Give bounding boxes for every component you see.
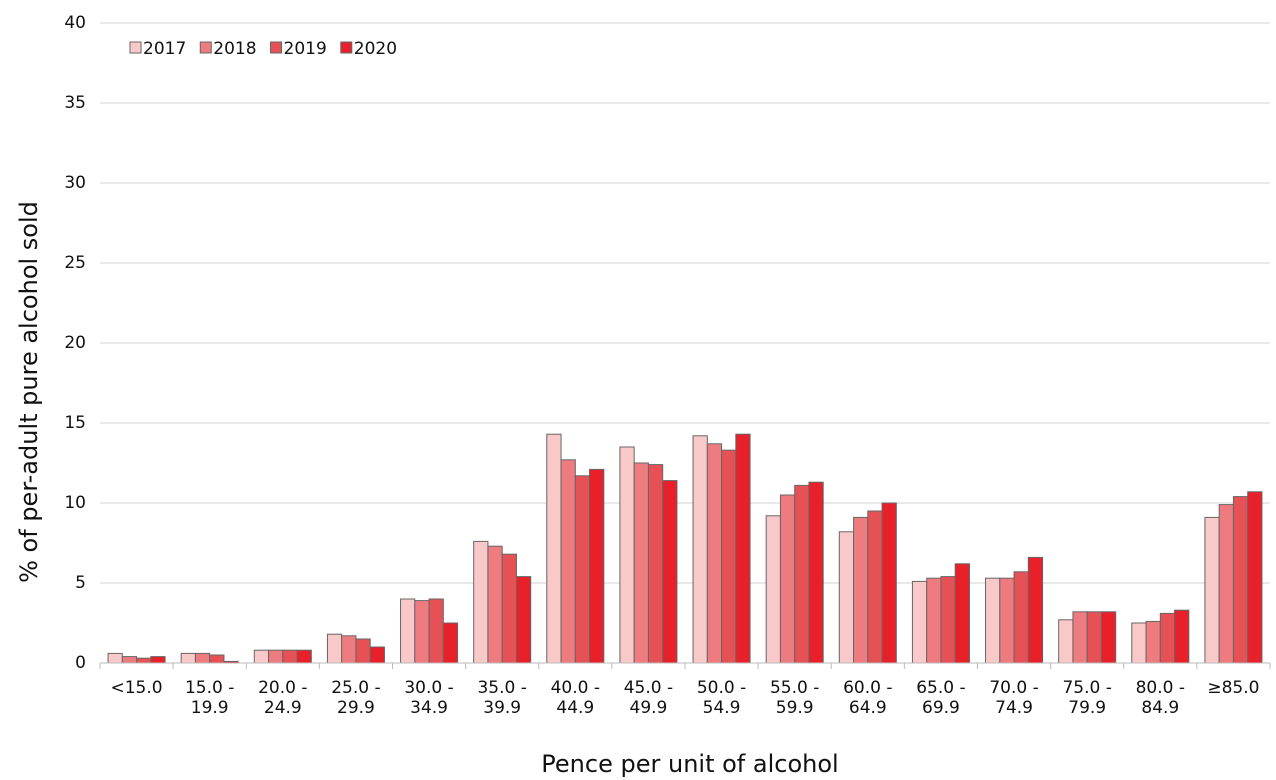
bar xyxy=(546,433,562,664)
bar xyxy=(1159,612,1176,664)
bar xyxy=(633,462,649,664)
bar xyxy=(589,468,605,664)
x-tick-label: 45.0 -49.9 xyxy=(624,678,673,718)
bar xyxy=(721,449,737,664)
bar xyxy=(253,649,270,664)
legend-label: 2018 xyxy=(213,39,256,59)
bar xyxy=(414,600,430,664)
bar xyxy=(282,649,298,664)
bar xyxy=(121,656,138,664)
y-tick-label: 25 xyxy=(64,253,86,273)
bar xyxy=(619,446,635,664)
bar xyxy=(853,516,869,664)
bar xyxy=(881,502,897,664)
x-tick-label: ≥85.0 xyxy=(1207,678,1259,698)
y-tick-label: 0 xyxy=(75,653,86,673)
legend-label: 2020 xyxy=(354,39,397,59)
bar xyxy=(296,649,312,664)
bar xyxy=(706,443,723,664)
legend-swatch xyxy=(199,41,212,54)
bar xyxy=(1086,611,1102,664)
legend-label: 2019 xyxy=(284,39,327,59)
bar xyxy=(1058,619,1074,664)
bar xyxy=(473,540,489,664)
bar xyxy=(442,622,459,664)
bar xyxy=(1232,496,1249,664)
bar xyxy=(940,576,956,664)
bar xyxy=(428,598,444,664)
bar xyxy=(150,656,166,664)
bar xyxy=(1072,611,1088,664)
y-tick-label: 10 xyxy=(64,493,86,513)
bar xyxy=(136,657,152,664)
x-tick-label: 25.0 -29.9 xyxy=(331,678,380,718)
bar xyxy=(954,563,970,664)
bar xyxy=(662,480,678,664)
bar xyxy=(838,531,855,664)
bar xyxy=(501,553,517,664)
legend-swatch xyxy=(129,41,142,54)
x-tick-label: 65.0 -69.9 xyxy=(916,678,965,718)
bar xyxy=(369,646,385,664)
legend-swatch xyxy=(270,41,283,54)
bar xyxy=(735,433,751,664)
bar xyxy=(1204,516,1220,664)
y-tick-label: 30 xyxy=(64,173,86,193)
bar xyxy=(1013,571,1029,664)
bar xyxy=(268,649,284,664)
bar xyxy=(487,545,503,664)
bar xyxy=(1247,491,1263,664)
bar xyxy=(180,652,196,664)
bar xyxy=(779,494,796,664)
bar xyxy=(1131,622,1147,664)
bar xyxy=(765,515,781,664)
x-axis-title: Pence per unit of alcohol xyxy=(541,750,838,778)
bar xyxy=(1218,504,1234,664)
bar xyxy=(1100,611,1117,664)
bar xyxy=(107,652,123,664)
x-tick-label: 40.0 -44.9 xyxy=(551,678,600,718)
bar xyxy=(341,635,357,664)
bar xyxy=(355,638,371,664)
bar xyxy=(692,435,708,664)
bar xyxy=(911,580,928,664)
x-tick-label: 20.0 -24.9 xyxy=(258,678,307,718)
bar xyxy=(999,577,1015,664)
bar xyxy=(326,633,343,664)
legend-label: 2017 xyxy=(143,39,186,59)
x-tick-label: 35.0 -39.9 xyxy=(477,678,526,718)
bar xyxy=(794,484,810,664)
x-tick-label: 55.0 -59.9 xyxy=(770,678,819,718)
bar xyxy=(647,464,664,664)
bar xyxy=(867,510,883,664)
bar xyxy=(400,598,416,664)
x-tick-label: 60.0 -64.9 xyxy=(843,678,892,718)
x-tick-label: 30.0 -34.9 xyxy=(404,678,453,718)
x-tick-label: <15.0 xyxy=(111,678,163,698)
bar xyxy=(1145,620,1161,664)
bar xyxy=(515,576,532,664)
x-tick-label: 75.0 -79.9 xyxy=(1062,678,1111,718)
bar xyxy=(194,652,211,664)
y-tick-label: 35 xyxy=(64,93,86,113)
bar xyxy=(926,577,942,664)
bar xyxy=(1174,609,1190,664)
bar xyxy=(209,654,225,664)
y-tick-label: 40 xyxy=(64,13,86,33)
bar xyxy=(808,481,824,664)
x-tick-label: 50.0 -54.9 xyxy=(697,678,746,718)
y-axis-title: % of per-adult pure alcohol sold xyxy=(15,201,43,583)
x-tick-label: 70.0 -74.9 xyxy=(989,678,1038,718)
bar xyxy=(985,577,1001,664)
y-tick-label: 15 xyxy=(64,413,86,433)
bar xyxy=(574,475,591,664)
x-tick-label: 15.0 -19.9 xyxy=(185,678,234,718)
bar xyxy=(560,459,576,664)
legend-swatch xyxy=(340,41,353,54)
y-tick-label: 5 xyxy=(75,573,86,593)
x-tick-label: 80.0 -84.9 xyxy=(1136,678,1185,718)
y-tick-label: 20 xyxy=(64,333,86,353)
bar xyxy=(1027,556,1044,664)
